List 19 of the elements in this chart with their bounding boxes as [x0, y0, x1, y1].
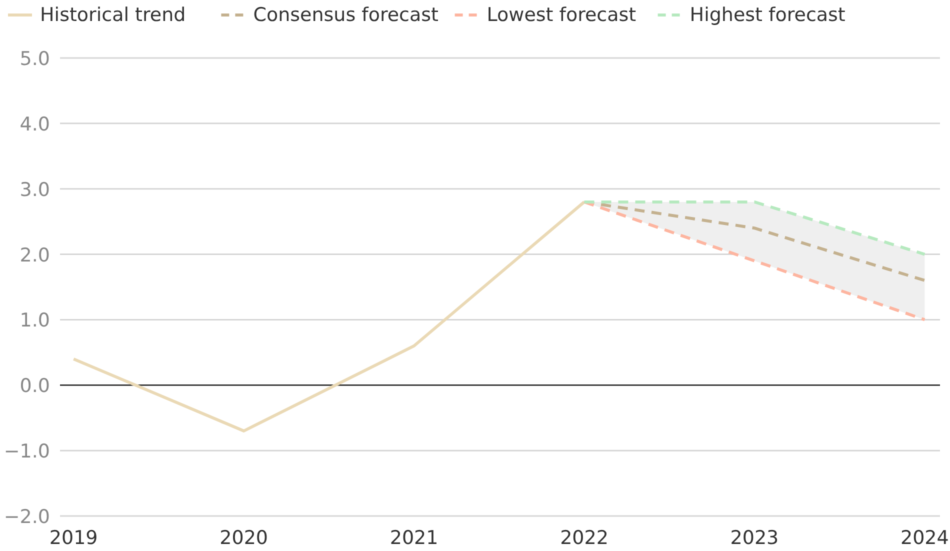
x-tick-label: 2024	[900, 527, 949, 549]
legend-label: Historical trend	[40, 4, 186, 26]
y-tick-label: −2.0	[4, 506, 50, 528]
y-tick-label: 3.0	[20, 178, 50, 201]
x-tick-label: 2019	[49, 527, 98, 549]
legend-label: Lowest forecast	[486, 4, 636, 26]
line-series	[72, 200, 586, 432]
y-tick-label: 2.0	[20, 244, 50, 266]
x-tick-label: 2023	[730, 527, 779, 549]
y-tick-label: −1.0	[4, 440, 50, 463]
x-tick-label: 2021	[390, 527, 438, 549]
y-tick-label: 4.0	[20, 113, 50, 136]
legend-label: Consensus forecast	[253, 4, 438, 26]
x-tick-label: 2022	[560, 527, 608, 549]
x-tick-label: 2020	[220, 527, 268, 549]
legend-label: Highest forecast	[690, 4, 846, 26]
y-tick-label: 0.0	[20, 375, 50, 398]
y-tick-label: 1.0	[20, 310, 50, 332]
y-tick-label: 5.0	[20, 48, 50, 70]
